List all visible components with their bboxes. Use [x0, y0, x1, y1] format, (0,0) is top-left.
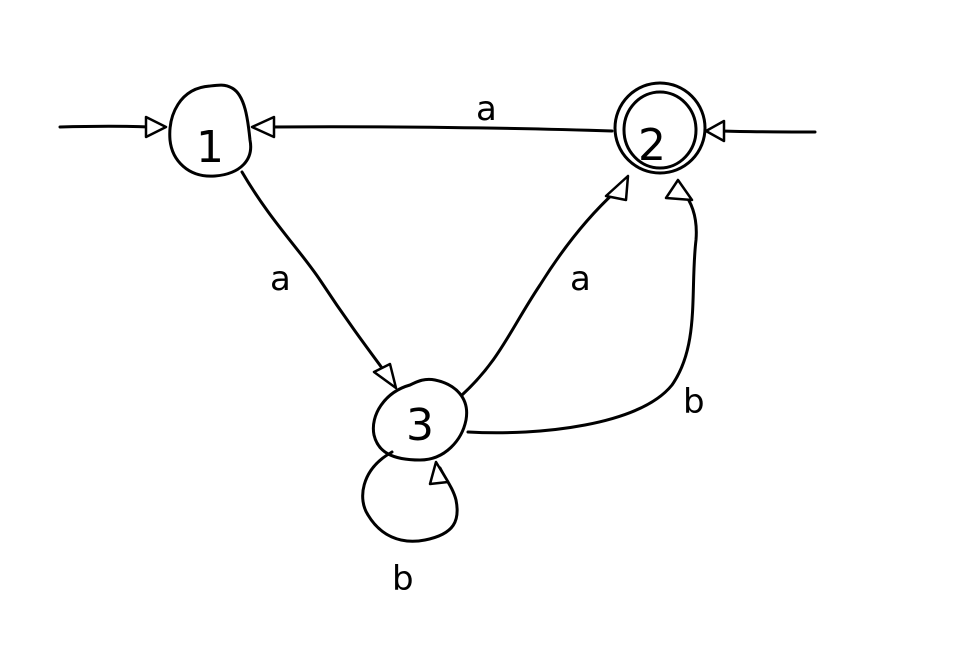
edge-3-to-2-a [460, 174, 630, 397]
edge-1-to-3 [240, 170, 398, 390]
edge-label-3-to-3: b [392, 559, 414, 599]
state-2-label: 2 [638, 120, 666, 171]
edge-label-3-to-2-b: b [683, 382, 705, 422]
edge-label-1-to-3: a [270, 259, 291, 299]
state-3-label: 3 [406, 400, 434, 451]
initial-arrow-state-2 [704, 119, 817, 143]
state-3: 3 [371, 377, 469, 462]
initial-arrow-state-1 [58, 115, 168, 139]
state-1: 1 [168, 83, 253, 178]
state-2: 2 [613, 81, 707, 175]
edge-3-to-2-b [466, 178, 698, 435]
state-1-label: 1 [196, 122, 224, 173]
self-loop-3 [361, 450, 459, 543]
edge-label-3-to-2-a: a [570, 259, 591, 299]
edge-2-to-1 [250, 115, 614, 139]
edge-label-2-to-1: a [476, 89, 497, 129]
